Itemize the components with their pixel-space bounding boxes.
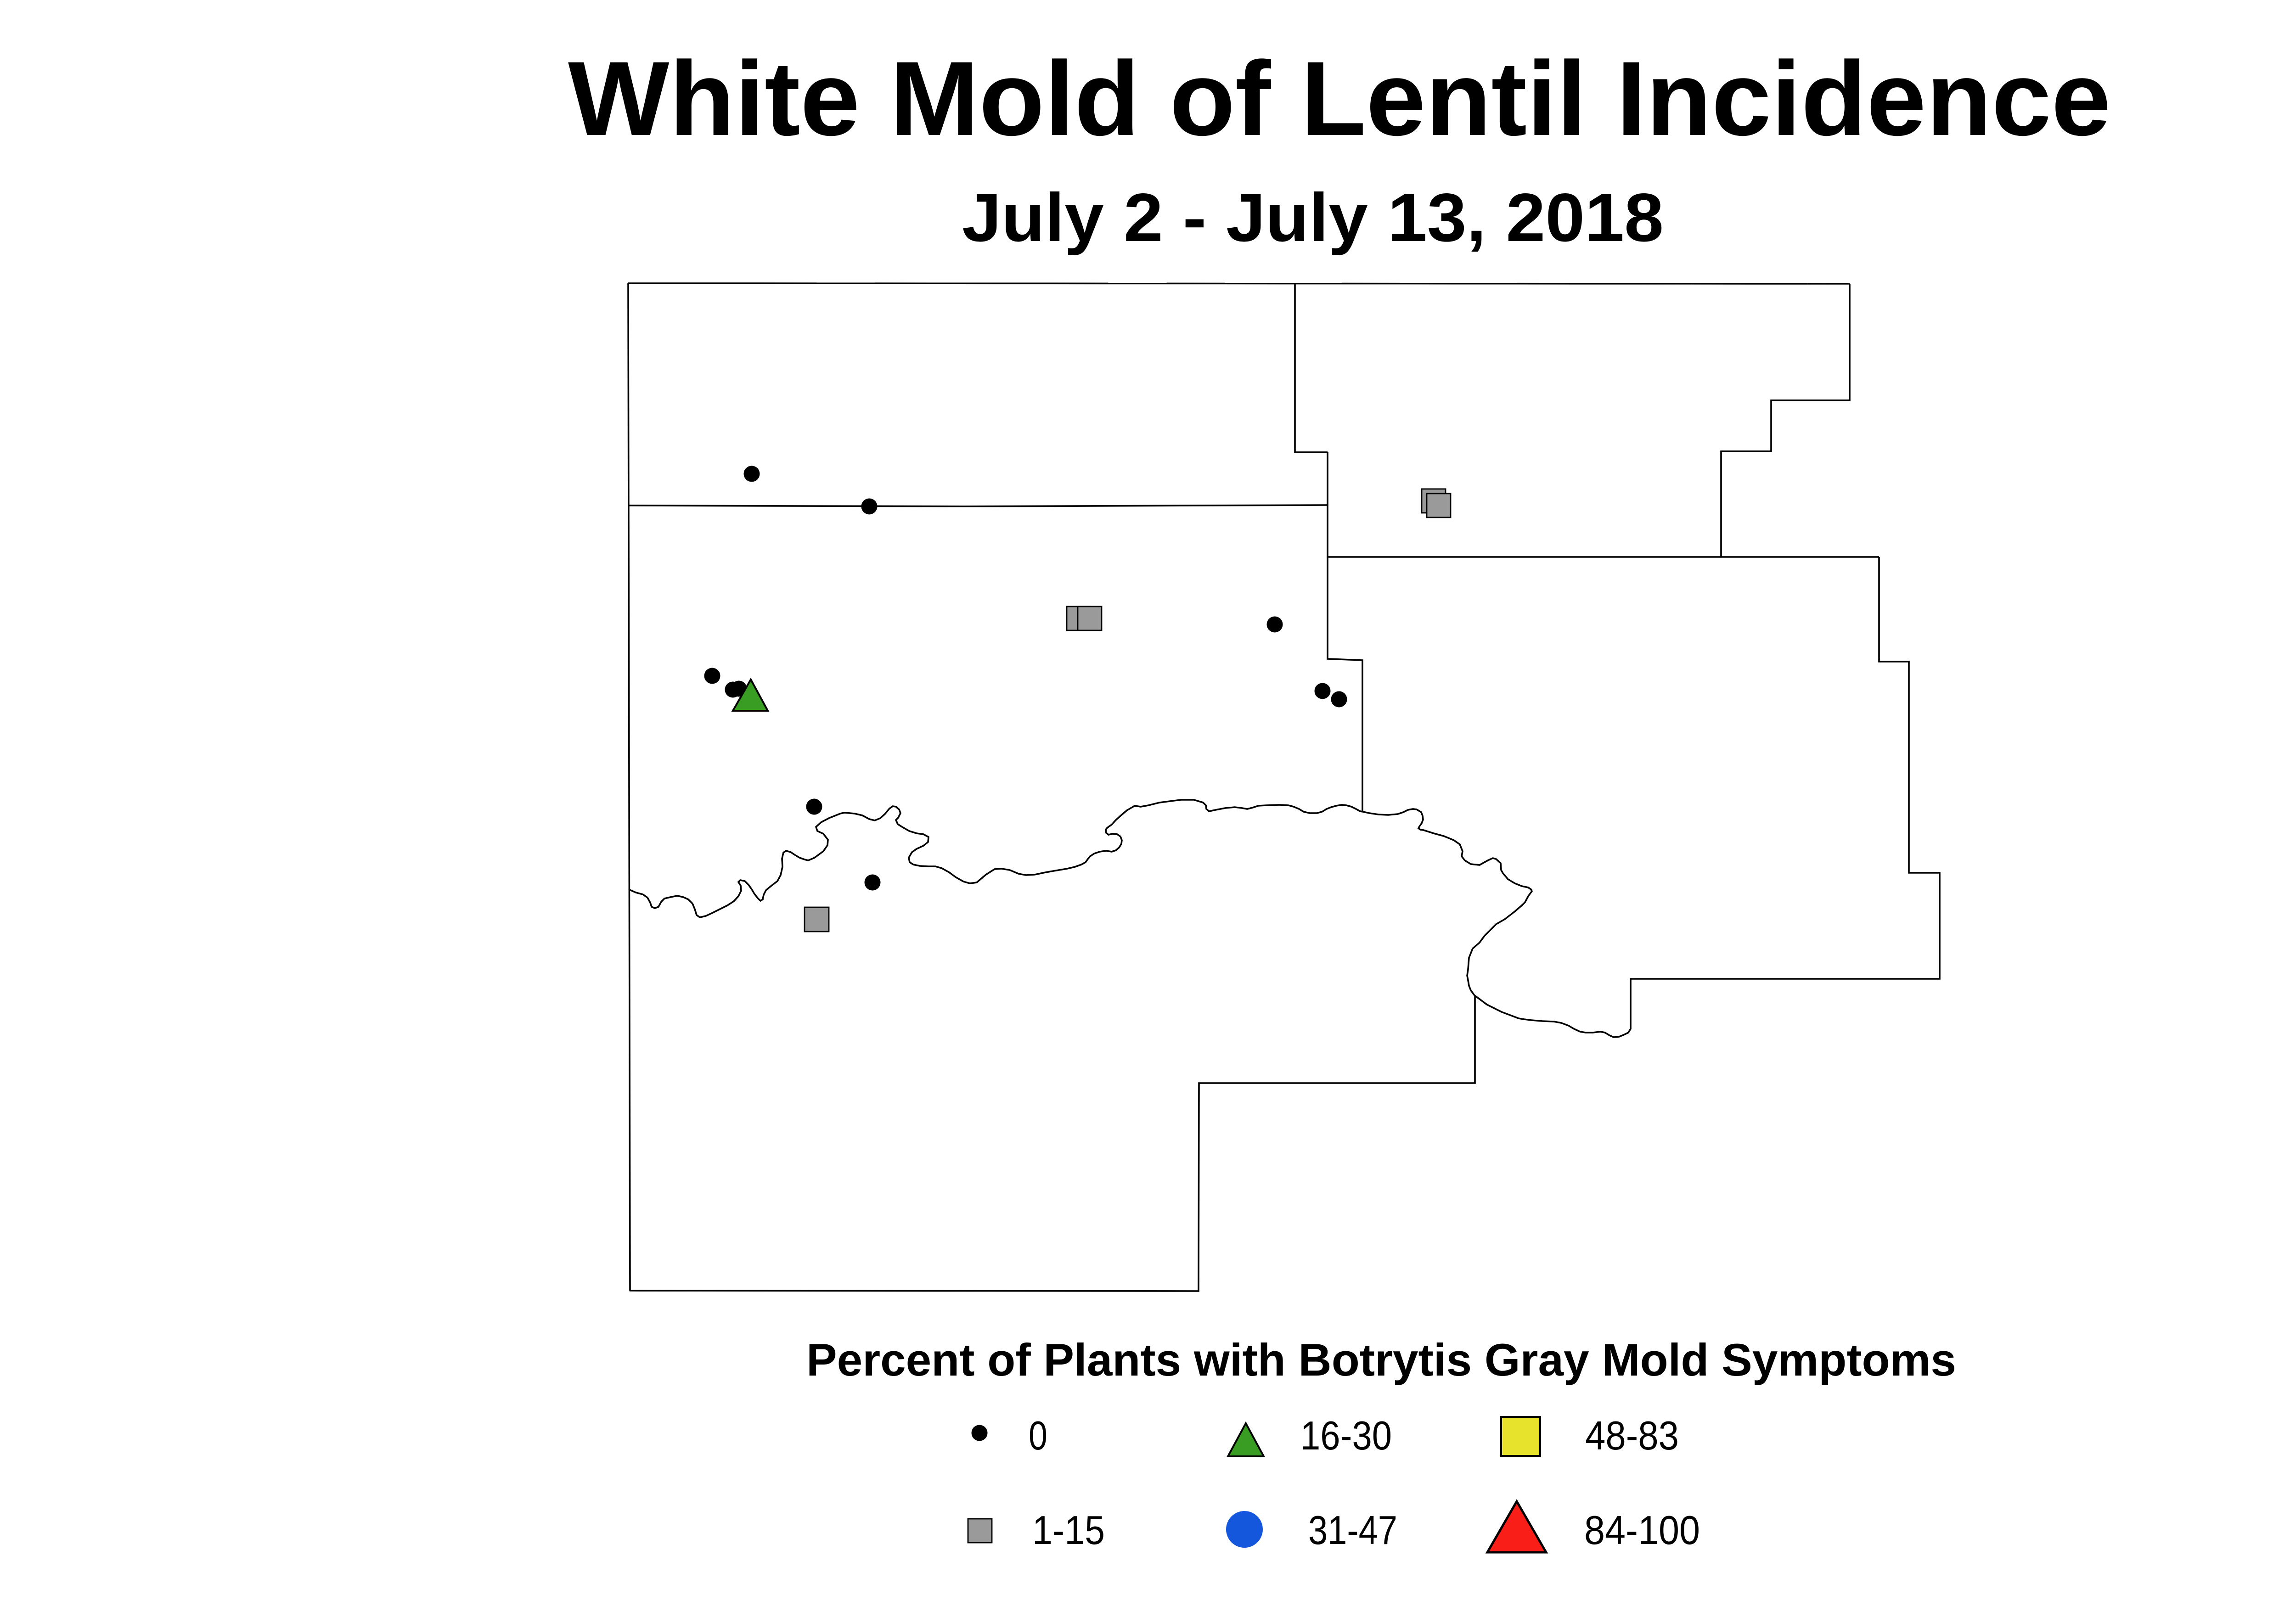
svg-text:July 2 - July 13, 2018: July 2 - July 13, 2018: [962, 179, 1664, 256]
svg-text:16-30: 16-30: [1300, 1413, 1392, 1458]
svg-text:48-83: 48-83: [1585, 1413, 1679, 1458]
svg-text:84-100: 84-100: [1584, 1507, 1700, 1553]
svg-text:1-15: 1-15: [1032, 1507, 1105, 1553]
svg-text:White Mold of Lentil Incidence: White Mold of Lentil Incidence: [568, 39, 2111, 157]
svg-text:0: 0: [1029, 1413, 1047, 1458]
svg-text:31-47: 31-47: [1308, 1507, 1397, 1553]
svg-text:Percent of Plants with Botryti: Percent of Plants with Botrytis Gray Mol…: [806, 1334, 1956, 1385]
